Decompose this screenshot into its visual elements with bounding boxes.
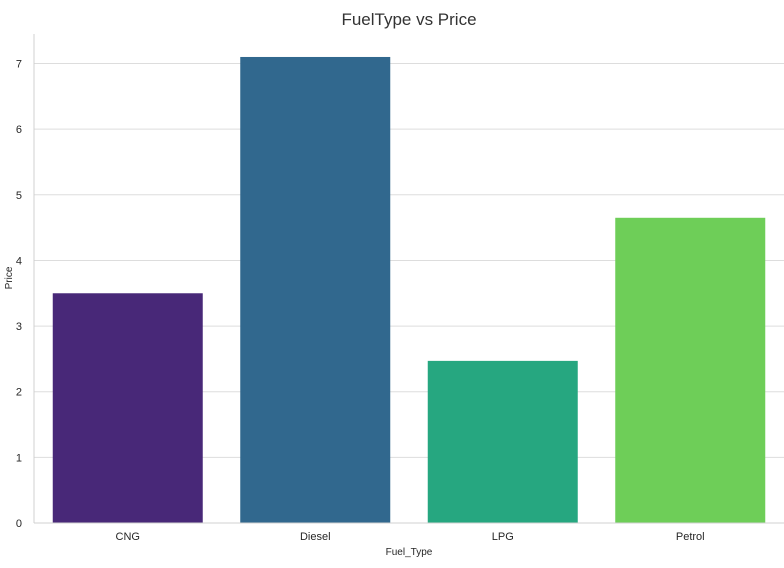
y-tick-label: 4 xyxy=(16,255,22,267)
axes xyxy=(33,34,784,524)
y-tick-label: 7 xyxy=(16,59,22,71)
x-tick-label: LPG xyxy=(492,531,514,543)
y-tick-label: 5 xyxy=(16,190,22,202)
x-tick-label: Diesel xyxy=(300,531,331,543)
bar-petrol xyxy=(615,217,766,524)
x-tick-label: CNG xyxy=(116,531,140,543)
x-axis-label: Fuel_Type xyxy=(386,547,433,558)
bar-lpg xyxy=(427,360,578,523)
y-tick-label: 0 xyxy=(16,518,22,530)
chart-title: FuelType vs Price xyxy=(341,10,476,29)
bars xyxy=(52,56,766,524)
y-tick-label: 3 xyxy=(16,321,22,333)
y-axis-label: Price xyxy=(4,266,15,289)
bar-diesel xyxy=(240,56,391,524)
y-tick-label: 6 xyxy=(16,124,22,136)
y-tick-label: 1 xyxy=(16,452,22,464)
bar-cng xyxy=(52,293,203,523)
y-tick-label: 2 xyxy=(16,387,22,399)
x-tick-label: Petrol xyxy=(676,531,705,543)
x-tick-labels: CNG Diesel LPG Petrol xyxy=(116,531,705,543)
y-tick-labels: 0 1 2 3 4 5 6 7 xyxy=(16,59,22,530)
